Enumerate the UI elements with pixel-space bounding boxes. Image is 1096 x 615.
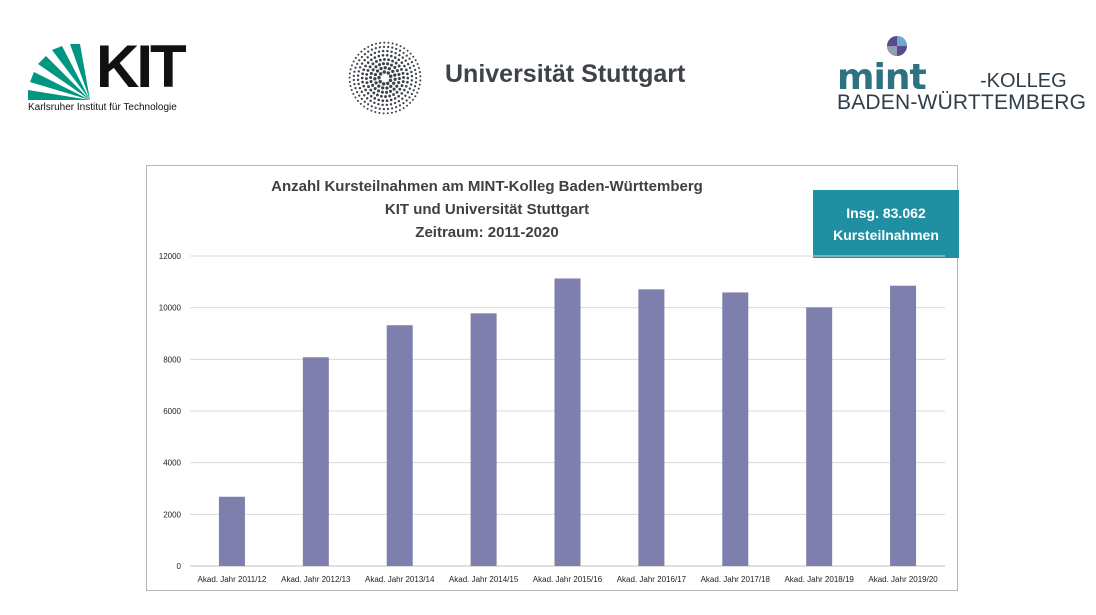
x-tick-label: Akad. Jahr 2017/18 [701, 575, 771, 584]
y-tick-label: 2000 [163, 510, 181, 519]
bar [806, 307, 833, 566]
total-badge-value: Insg. 83.062 [846, 205, 926, 221]
chart-period: Zeitraum: 2011-2020 [415, 224, 559, 241]
bar [470, 313, 497, 566]
y-tick-label: 12000 [159, 252, 182, 261]
uni-stuttgart-dot-emblem [348, 41, 422, 115]
mint-kolleg-text: -KOLLEG [980, 70, 1067, 92]
kit-logo: KIT Karlsruher Institut für Technologie [28, 33, 198, 118]
kit-fan-icon [28, 44, 90, 100]
mint-wordmark: mint [837, 36, 927, 93]
bar-chart: 0 2000 4000 6000 8000 10000 12000 Akad. Jahr 20… [159, 252, 945, 584]
mint-kolleg-logo: mint -KOLLEG BADEN-WÜRTTEMBERG [835, 33, 1086, 123]
bar [386, 325, 413, 566]
x-tick-label: Akad. Jahr 2014/15 [449, 575, 519, 584]
kit-wordmark: KIT [96, 33, 187, 100]
y-tick-label: 0 [177, 562, 182, 571]
y-tick-label: 4000 [163, 459, 181, 468]
chart-subtitle: KIT und Universität Stuttgart [384, 201, 590, 218]
x-tick-label: Akad. Jahr 2011/12 [198, 575, 267, 584]
bar [722, 292, 749, 566]
total-badge-label: Kursteilnahmen [833, 227, 939, 243]
x-tick-label: Akad. Jahr 2013/14 [365, 575, 435, 584]
mint-text: mint [837, 57, 926, 93]
bar [890, 285, 917, 566]
y-tick-label: 6000 [163, 407, 181, 416]
bar [638, 289, 665, 566]
x-tick-label: Akad. Jahr 2015/16 [533, 575, 603, 584]
bar [554, 278, 581, 566]
bar [218, 496, 245, 566]
x-tick-label: Akad. Jahr 2018/19 [784, 575, 854, 584]
y-tick-label: 10000 [159, 304, 182, 313]
kit-subtitle: Karlsruher Institut für Technologie [28, 102, 177, 113]
total-badge: Insg. 83.062 Kursteilnahmen [813, 190, 959, 258]
bar [302, 357, 329, 566]
y-tick-label: 8000 [163, 355, 181, 364]
chart-frame: Anzahl Kursteilnahmen am MINT-Kolleg Bad… [146, 165, 959, 591]
mint-region-text: BADEN-WÜRTTEMBERG [837, 91, 1087, 114]
chart-title: Anzahl Kursteilnahmen am MINT-Kolleg Bad… [271, 178, 703, 195]
x-tick-label: Akad. Jahr 2012/13 [281, 575, 351, 584]
x-tick-label: Akad. Jahr 2016/17 [617, 575, 687, 584]
uni-stuttgart-wordmark: Universität Stuttgart [445, 60, 686, 88]
x-tick-label: Akad. Jahr 2019/20 [868, 575, 938, 584]
uni-stuttgart-logo: Universität Stuttgart [345, 38, 715, 118]
